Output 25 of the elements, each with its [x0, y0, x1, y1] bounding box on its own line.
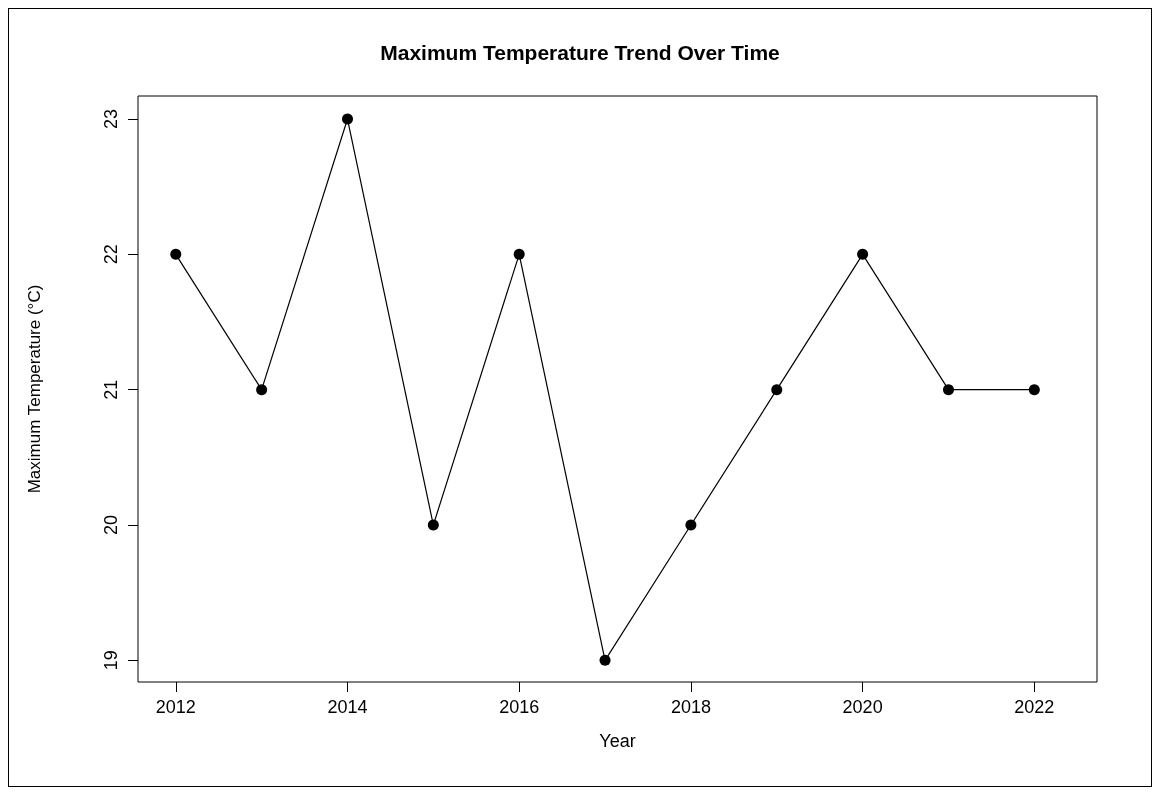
point [857, 248, 869, 260]
point [599, 654, 611, 666]
x-tick-label: 2018 [670, 697, 711, 717]
y-tick-label: 22 [101, 244, 121, 265]
y-tick-label: 19 [101, 650, 121, 671]
y-tick-label: 23 [101, 108, 121, 130]
point [427, 519, 439, 531]
x-tick-label: 2012 [155, 697, 196, 717]
y-tick-label: 21 [101, 379, 121, 400]
point [771, 384, 783, 396]
x-axis-title: Year [599, 731, 636, 751]
x-tick-label: 2014 [327, 697, 368, 717]
x-tick-label: 2016 [499, 697, 540, 717]
chart-title: Maximum Temperature Trend Over Time [380, 41, 780, 64]
x-tick-label: 2020 [842, 697, 883, 717]
point [342, 113, 353, 125]
point [513, 248, 525, 260]
point [256, 384, 268, 396]
point [1028, 384, 1040, 396]
point [942, 384, 954, 396]
point [685, 519, 697, 531]
x-tick-label: 2022 [1014, 697, 1055, 717]
y-axis-title: Maximum Temperature (°C) [25, 284, 44, 494]
y-tick-label: 20 [101, 515, 121, 536]
point [170, 248, 182, 260]
